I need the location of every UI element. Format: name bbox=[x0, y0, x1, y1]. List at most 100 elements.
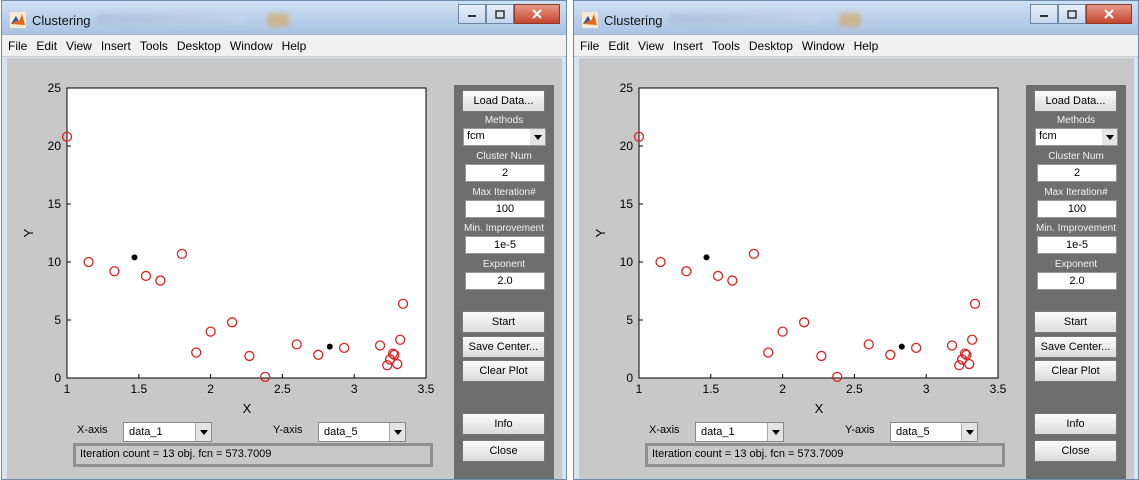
menu-help[interactable]: Help bbox=[853, 38, 879, 53]
cluster-num-label: Cluster Num bbox=[1048, 151, 1104, 162]
cluster-num-field[interactable]: 2 bbox=[465, 164, 545, 182]
data-point bbox=[397, 298, 409, 309]
plot-area bbox=[638, 87, 999, 379]
x-axis-label: X bbox=[243, 401, 252, 416]
data-point bbox=[712, 270, 724, 282]
menu-view[interactable]: View bbox=[66, 38, 92, 53]
maximize-button[interactable] bbox=[486, 4, 514, 24]
start-button[interactable]: Start bbox=[1034, 311, 1117, 333]
exponent-label: Exponent bbox=[482, 259, 526, 270]
x-tick-label: 2.5 bbox=[274, 382, 291, 396]
menu-tools[interactable]: Tools bbox=[711, 38, 740, 53]
x-tick-label: 2.5 bbox=[846, 382, 863, 396]
y-axis-dropdown[interactable]: data_5 bbox=[890, 422, 978, 442]
window-title: Clustering bbox=[604, 13, 663, 28]
clear-plot-button[interactable]: Clear Plot bbox=[462, 360, 545, 382]
close-button[interactable]: Close bbox=[1034, 440, 1117, 462]
load-data-button[interactable]: Load Data... bbox=[1034, 90, 1117, 112]
data-point bbox=[816, 350, 827, 362]
minimize-button[interactable] bbox=[1030, 4, 1058, 24]
x-axis-value: data_1 bbox=[129, 426, 163, 438]
max-iteration-field[interactable]: 100 bbox=[1037, 200, 1117, 218]
info-button[interactable]: Info bbox=[1034, 413, 1117, 435]
blurred-title-icon bbox=[267, 13, 289, 27]
cluster-center-point bbox=[703, 254, 710, 261]
menu-edit[interactable]: Edit bbox=[36, 38, 58, 53]
menu-window[interactable]: Window bbox=[801, 38, 845, 53]
data-point bbox=[313, 349, 324, 360]
cluster-center-point bbox=[898, 343, 905, 350]
menu-insert[interactable]: Insert bbox=[100, 38, 131, 53]
chevron-down-icon bbox=[1102, 129, 1117, 145]
window-title: Clustering bbox=[32, 13, 91, 28]
info-button[interactable]: Info bbox=[462, 413, 545, 435]
caption-buttons bbox=[458, 4, 560, 24]
figure-client-area: 1 1.5 2 2.5 3 3.5 0 5 10 15 20 25 X Y X-axis data_… bbox=[579, 58, 1134, 479]
menu-file[interactable]: File bbox=[8, 38, 28, 53]
x-tick-label: 3.5 bbox=[418, 382, 435, 396]
x-axis-dropdown[interactable]: data_1 bbox=[123, 422, 212, 442]
y-tick-label: 10 bbox=[620, 255, 634, 269]
data-point bbox=[61, 131, 73, 142]
scatter-plot[interactable]: 1 1.5 2 2.5 3 3.5 0 5 10 15 20 25 X Y bbox=[579, 58, 1026, 433]
data-point bbox=[382, 360, 393, 371]
data-point bbox=[389, 349, 400, 360]
max-iteration-field[interactable]: 100 bbox=[465, 200, 545, 218]
exponent-field[interactable]: 2.0 bbox=[465, 272, 545, 290]
chevron-down-icon bbox=[767, 423, 783, 441]
title-bar[interactable]: Clustering bbox=[2, 1, 566, 35]
save-center-button[interactable]: Save Center... bbox=[462, 336, 545, 358]
menu-file[interactable]: File bbox=[580, 38, 600, 53]
y-axis-dropdown[interactable]: data_5 bbox=[318, 422, 406, 442]
methods-label: Methods bbox=[1056, 115, 1096, 126]
save-center-button[interactable]: Save Center... bbox=[1034, 336, 1117, 358]
menu-tools[interactable]: Tools bbox=[139, 38, 168, 53]
data-point bbox=[961, 349, 972, 360]
menu-insert[interactable]: Insert bbox=[672, 38, 703, 53]
maximize-button[interactable] bbox=[1058, 4, 1086, 24]
max-iteration-label: Max Iteration# bbox=[1044, 187, 1108, 198]
data-point bbox=[392, 358, 403, 370]
exponent-field[interactable]: 2.0 bbox=[1037, 272, 1117, 290]
chevron-down-icon bbox=[195, 423, 211, 441]
menu-desktop[interactable]: Desktop bbox=[748, 38, 793, 53]
data-point bbox=[633, 131, 645, 142]
exponent-label: Exponent bbox=[1054, 259, 1098, 270]
menu-view[interactable]: View bbox=[638, 38, 664, 53]
data-point bbox=[763, 347, 774, 358]
data-point bbox=[967, 334, 978, 345]
menu-help[interactable]: Help bbox=[281, 38, 307, 53]
menu-desktop[interactable]: Desktop bbox=[176, 38, 221, 53]
load-data-button[interactable]: Load Data... bbox=[462, 90, 545, 112]
data-point bbox=[244, 350, 255, 362]
y-axis-selector-label: Y-axis bbox=[845, 424, 875, 436]
minimize-button[interactable] bbox=[458, 4, 486, 24]
min-improvement-field[interactable]: 1e-5 bbox=[465, 236, 545, 254]
maximize-icon bbox=[495, 9, 505, 19]
close-button[interactable]: Close bbox=[462, 440, 545, 462]
methods-dropdown[interactable]: fcm bbox=[463, 128, 546, 146]
menu-edit[interactable]: Edit bbox=[608, 38, 630, 53]
x-axis-label: X bbox=[815, 401, 824, 416]
clear-plot-button[interactable]: Clear Plot bbox=[1034, 360, 1117, 382]
close-icon bbox=[532, 9, 542, 19]
chevron-down-icon bbox=[530, 129, 545, 145]
blurred-title-region bbox=[669, 14, 819, 24]
data-point bbox=[777, 326, 788, 337]
chevron-down-icon bbox=[389, 423, 405, 441]
menu-window[interactable]: Window bbox=[229, 38, 273, 53]
close-window-button[interactable] bbox=[514, 4, 560, 24]
scatter-plot[interactable]: 1 1.5 2 2.5 3 3.5 0 5 10 15 20 25 X Y bbox=[7, 58, 454, 433]
x-axis-dropdown[interactable]: data_1 bbox=[695, 422, 784, 442]
close-window-button[interactable] bbox=[1086, 4, 1132, 24]
data-point bbox=[885, 349, 896, 360]
data-point bbox=[969, 298, 981, 309]
data-point bbox=[954, 360, 965, 371]
cluster-num-field[interactable]: 2 bbox=[1037, 164, 1117, 182]
y-tick-label: 0 bbox=[54, 371, 61, 385]
start-button[interactable]: Start bbox=[462, 311, 545, 333]
title-bar[interactable]: Clustering bbox=[574, 1, 1138, 35]
methods-dropdown[interactable]: fcm bbox=[1035, 128, 1118, 146]
min-improvement-field[interactable]: 1e-5 bbox=[1037, 236, 1117, 254]
x-tick-label: 2 bbox=[207, 382, 214, 396]
